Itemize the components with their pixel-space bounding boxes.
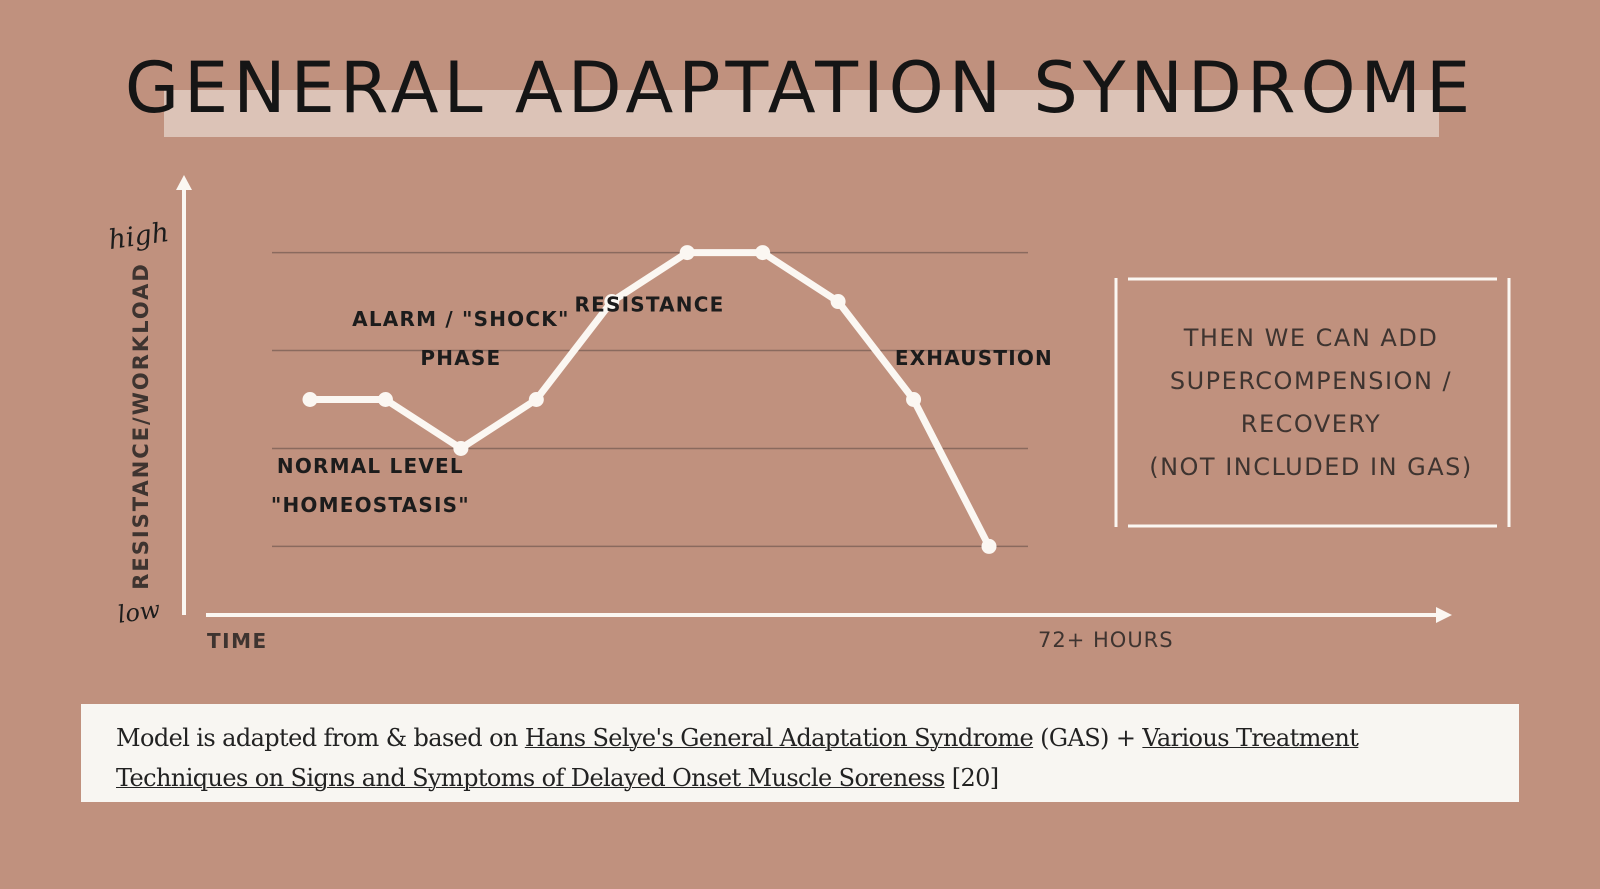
doms-treatment-link[interactable]: Various Treatment Techniques on Signs an… [116,724,1359,792]
phase-annotations: ALARM / "SHOCK" PHASE RESISTANCE EXHAUSTION… [271,292,1053,517]
source-caption: Model is adapted from & based on Hans Se… [81,704,1519,802]
supercompensation-note: THEN WE CAN ADD SUPERCOMPENSION / RECOVE… [1113,278,1509,527]
data-point [830,294,846,310]
phase-annotation: RESISTANCE [575,292,725,316]
axes [176,175,1452,623]
x-axis-arrowhead [1436,607,1452,623]
note-frame [1114,277,1511,528]
data-point [679,245,695,261]
data-point [755,245,771,261]
selye-gas-link[interactable]: Hans Selye's General Adaptation Syndrome [524,724,1034,752]
data-point [981,538,997,554]
note-line: RECOVERY [1240,409,1382,438]
data-point [604,294,620,310]
phase-annotation: "HOMEOSTASIS" [271,493,470,517]
y-axis-high-label: high [107,217,171,256]
phase-annotation: EXHAUSTION [895,346,1053,370]
y-axis-label: RESISTANCE/WORKLOAD [129,262,153,590]
caption-reference: [20] [944,764,999,792]
phase-annotation: PHASE [420,346,501,370]
data-points [302,245,997,554]
data-point [528,392,544,407]
gas-chart: ALARM / "SHOCK" PHASE RESISTANCE EXHAUSTION… [107,175,1511,653]
note-line: THEN WE CAN ADD [1183,323,1439,352]
caption-prefix: Model is adapted from & based on [116,724,525,752]
y-axis-arrowhead [176,175,192,190]
phase-annotation: ALARM / "SHOCK" [352,307,569,331]
data-point [906,392,922,407]
title-highlight-band [164,90,1439,137]
x-axis-label: TIME [207,629,268,653]
data-point [377,392,393,407]
grid-lines [272,251,1028,548]
data-point [302,392,318,407]
caption-middle: (GAS) + [1033,724,1143,752]
x-axis-end-label: 72+ HOURS [1038,628,1174,652]
data-point [453,440,469,456]
note-line: SUPERCOMPENSION / [1169,366,1453,395]
page-title: GENERAL ADAPTATION SYNDROME [124,47,1476,129]
note-line: (NOT INCLUDED IN GAS) [1149,452,1473,481]
series-line [306,249,993,550]
y-axis-low-label: low [116,595,163,629]
phase-annotation: NORMAL LEVEL [277,454,464,478]
